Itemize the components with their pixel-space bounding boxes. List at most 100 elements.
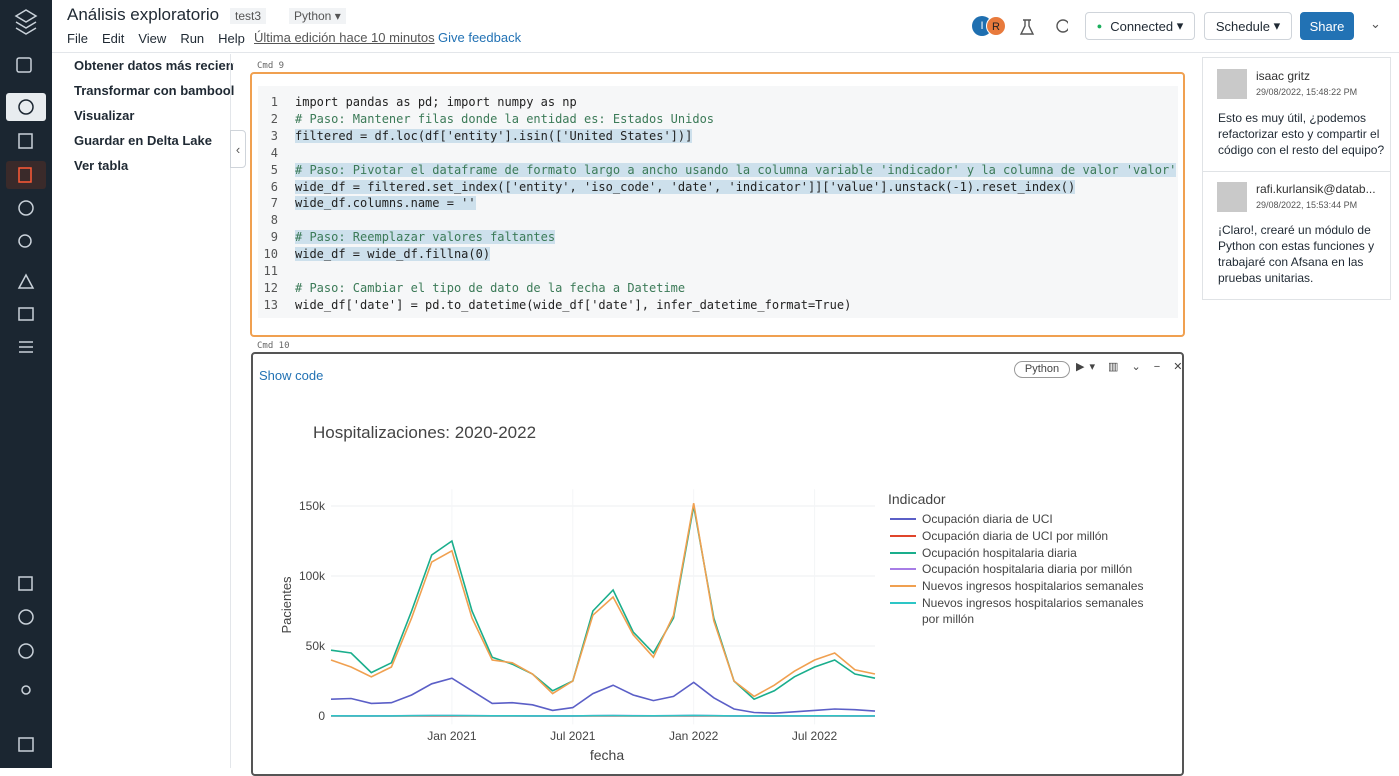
menu-item[interactable]: Edit [102,31,124,46]
line-number: 10 [258,247,278,261]
series-line [331,715,875,716]
code-line: # Paso: Reemplazar valores faltantes [295,230,555,244]
menu-item[interactable]: File [67,31,88,46]
logo[interactable] [16,10,36,34]
legend-swatch [890,568,916,570]
search-icon[interactable] [19,235,31,247]
menu-bar: File Edit View Run Help [67,30,259,48]
outline-item[interactable]: Ver tabla [74,158,234,183]
comments-panel: isaac gritz 29/08/2022, 15:48:22 PM Esto… [1202,57,1391,300]
connection-status: Connected [1110,19,1173,34]
menu-item[interactable]: Run [180,31,204,46]
line-number: 2 [258,112,278,126]
legend-item[interactable]: Nuevos ingresos hospitalarios semanales … [888,595,1163,627]
line-number: 13 [258,298,278,312]
legend-swatch [890,585,916,587]
workspace-nav[interactable] [19,134,32,148]
help-icon[interactable] [19,610,33,624]
comment-date: 29/08/2022, 15:48:22 PM [1256,87,1357,97]
cell-language[interactable]: Python [1014,361,1070,378]
legend-item[interactable]: Ocupación diaria de UCI por millón [888,528,1163,544]
sidebar-icons [0,0,52,768]
show-code[interactable]: Show code [259,368,323,383]
header-icons [1018,16,1068,38]
legend-label: Ocupación hospitalaria diaria [922,545,1077,561]
menu-item[interactable]: Help [218,31,245,46]
legend-swatch [890,602,916,604]
legend-item[interactable]: Ocupación hospitalaria diaria por millón [888,561,1163,577]
legend-label: Nuevos ingresos hospitalarios semanales … [922,595,1163,627]
connection-button[interactable]: ●Connected ▾ [1085,12,1195,40]
x-tick-label: Jan 2022 [669,729,719,743]
line-number: 3 [258,129,278,143]
legend-label: Nuevos ingresos hospitalarios semanales [922,578,1143,594]
avatar [1217,69,1247,99]
y-tick-label: 100k [299,569,326,583]
legend-item[interactable]: Ocupación diaria de UCI [888,511,1163,527]
feedback-link[interactable]: Give feedback [438,30,521,45]
legend-label: Ocupación diaria de UCI [922,511,1053,527]
separator [1203,171,1390,172]
code-line: import pandas as pd; import numpy as np [295,95,577,109]
legend-swatch [890,535,916,537]
collapse-icon[interactable] [19,738,33,751]
cell-toolbar[interactable]: ▶▾ ▥ ⌄ − ✕ [1076,360,1187,373]
account-icon[interactable] [22,686,30,694]
cell-label: Cmd 10 [257,341,290,351]
schedule-label: Schedule [1216,19,1270,34]
line-number: 8 [258,213,278,227]
y-tick-label: 50k [306,639,326,653]
active-nav[interactable] [6,161,46,189]
partner-icon[interactable] [19,577,32,590]
last-edit[interactable]: Última edición hace 10 minutos [254,30,435,45]
code-line: wide_df = wide_df.fillna(0) [295,247,490,261]
collapse-outline[interactable]: ‹ [230,130,246,168]
menu-item[interactable]: View [138,31,166,46]
chart-title: Hospitalizaciones: 2020-2022 [313,423,536,442]
language: Python [294,9,331,23]
comment-date: 29/08/2022, 15:53:44 PM [1256,200,1357,210]
outline-item[interactable]: Guardar en Delta Lake [74,133,234,158]
line-number: 11 [258,264,278,278]
line-number: 6 [258,180,278,194]
avatar[interactable]: R [986,16,1006,36]
avatar [1217,182,1247,212]
settings-icon[interactable] [19,644,33,658]
notebook-title[interactable]: Análisis exploratorio [67,5,219,25]
language-select[interactable]: Python ▾ [289,8,346,24]
compute-icon[interactable] [19,308,33,320]
line-number: 4 [258,146,278,160]
schedule-button[interactable]: Schedule ▾ [1204,12,1292,40]
series-line [331,506,875,699]
line-number: 12 [258,281,278,295]
recents-icon[interactable] [19,201,33,215]
legend-swatch [890,552,916,554]
code-line: # Paso: Cambiar el tipo de dato de la fe… [295,281,685,295]
share-button[interactable]: Share [1300,12,1354,40]
code-line: wide_df.columns.name = '' [295,196,476,210]
comments-icon[interactable] [1057,20,1068,32]
new-button[interactable] [6,93,46,121]
more-chevron[interactable]: ⌄ [1370,16,1381,32]
jobs-icon[interactable] [19,342,33,352]
outline-item[interactable]: Obtener datos más reciente [74,58,234,83]
comment-text: Esto es muy útil, ¿podemos refactorizar … [1218,110,1388,158]
sidebar [0,0,52,768]
x-axis-label: fecha [590,747,624,763]
experiment-icon[interactable] [1021,20,1033,34]
y-tick-label: 150k [299,499,326,513]
code-line: # Paso: Mantener filas donde la entidad … [295,112,714,126]
tag[interactable]: test3 [230,8,266,24]
legend-item[interactable]: Ocupación hospitalaria diaria [888,545,1163,561]
legend-item[interactable]: Nuevos ingresos hospitalarios semanales [888,578,1163,594]
outline-item[interactable]: Transformar con bamboolib [74,83,234,108]
data-icon[interactable] [19,275,33,288]
line-number: 1 [258,95,278,109]
code-editor[interactable]: 1 import pandas as pd; import numpy as np… [258,86,1178,318]
legend-title: Indicador [888,491,1168,507]
outline-item[interactable]: Visualizar [74,108,234,133]
workspace-icon[interactable] [17,58,31,72]
